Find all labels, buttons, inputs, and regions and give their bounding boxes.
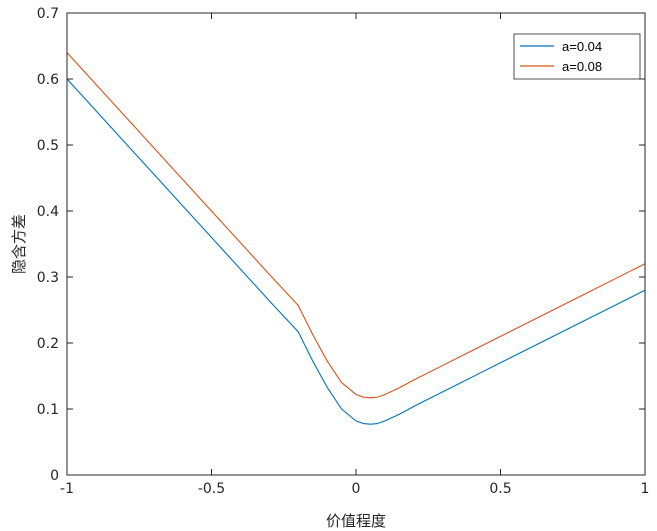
series-line-2 [66, 52, 646, 399]
x-tick-label: -1 [60, 481, 74, 497]
x-tick-label: 1 [641, 481, 650, 497]
x-tick-label: -0.5 [198, 481, 225, 497]
y-tick-label: 0.1 [37, 402, 59, 418]
plot-background [67, 13, 645, 475]
y-tick-label: 0.6 [37, 72, 59, 88]
y-tick-label: 0.4 [37, 204, 59, 220]
y-tick-label: 0.7 [37, 6, 59, 22]
y-tick-label: 0.3 [37, 270, 59, 286]
series-line-1 [66, 78, 646, 425]
legend-label-1: a=0.04 [562, 39, 602, 54]
legend: a=0.04 a=0.08 [513, 33, 641, 80]
y-tick-label: 0.5 [37, 138, 59, 154]
series-layer [66, 52, 646, 425]
y-tick-label: 0.2 [37, 336, 59, 352]
axes-layer: -1 -0.5 0 0.5 1 0 0.1 0.2 0.3 0.4 0.5 0.6 0.7 [37, 6, 650, 497]
x-axis-title: 价值程度 [326, 512, 386, 530]
legend-label-2: a=0.08 [562, 59, 602, 74]
x-tick-label: 0.5 [489, 481, 511, 497]
y-tick-label: 0 [50, 468, 59, 484]
plot-area [67, 13, 645, 475]
legend-box [513, 33, 641, 80]
y-axis-title: 隐含方差 [10, 214, 28, 274]
x-tick-label: 0 [352, 481, 361, 497]
